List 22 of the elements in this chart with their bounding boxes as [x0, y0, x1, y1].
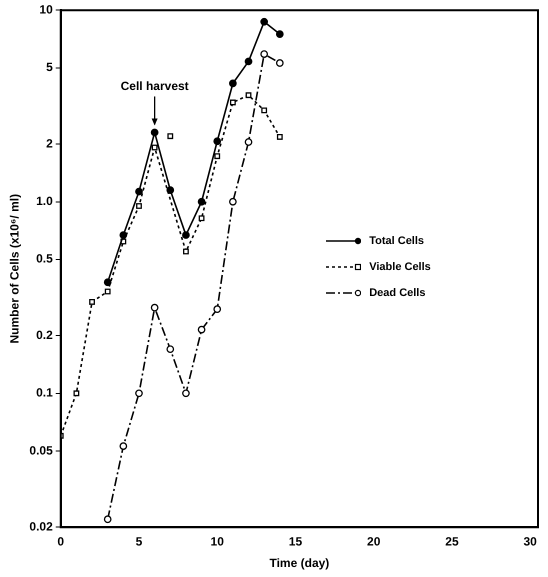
y-axis-title: Number of Cells (x10⁶/ ml): [8, 194, 22, 344]
y-tick-label: 10: [39, 2, 54, 17]
y-tick-label: 0.02: [29, 520, 54, 534]
x-tick-label: 0: [57, 534, 64, 549]
annotation: Cell harvest: [120, 78, 189, 93]
y-tick-label: 0.05: [29, 443, 54, 458]
x-tick-label: 25: [445, 534, 459, 549]
x-tick-label: 30: [523, 534, 538, 549]
y-tick-label: 0.1: [36, 386, 54, 400]
y-tick-label: 0.2: [36, 328, 54, 342]
legend-label: Viable Cells: [369, 260, 431, 273]
x-tick-label: 10: [210, 534, 224, 549]
x-tick-label: 5: [136, 534, 143, 549]
y-tick-label: 0.5: [36, 252, 54, 266]
y-tick-label: 1.0: [36, 194, 54, 208]
y-tick-label: 5: [46, 60, 54, 74]
y-tick-label: 2: [46, 136, 54, 150]
x-axis-title: Time (day): [269, 556, 330, 570]
x-tick-label: 15: [288, 534, 302, 549]
x-tick-label: 20: [367, 534, 381, 549]
legend-label: Dead Cells: [369, 286, 426, 299]
legend-label: Total Cells: [369, 234, 424, 247]
